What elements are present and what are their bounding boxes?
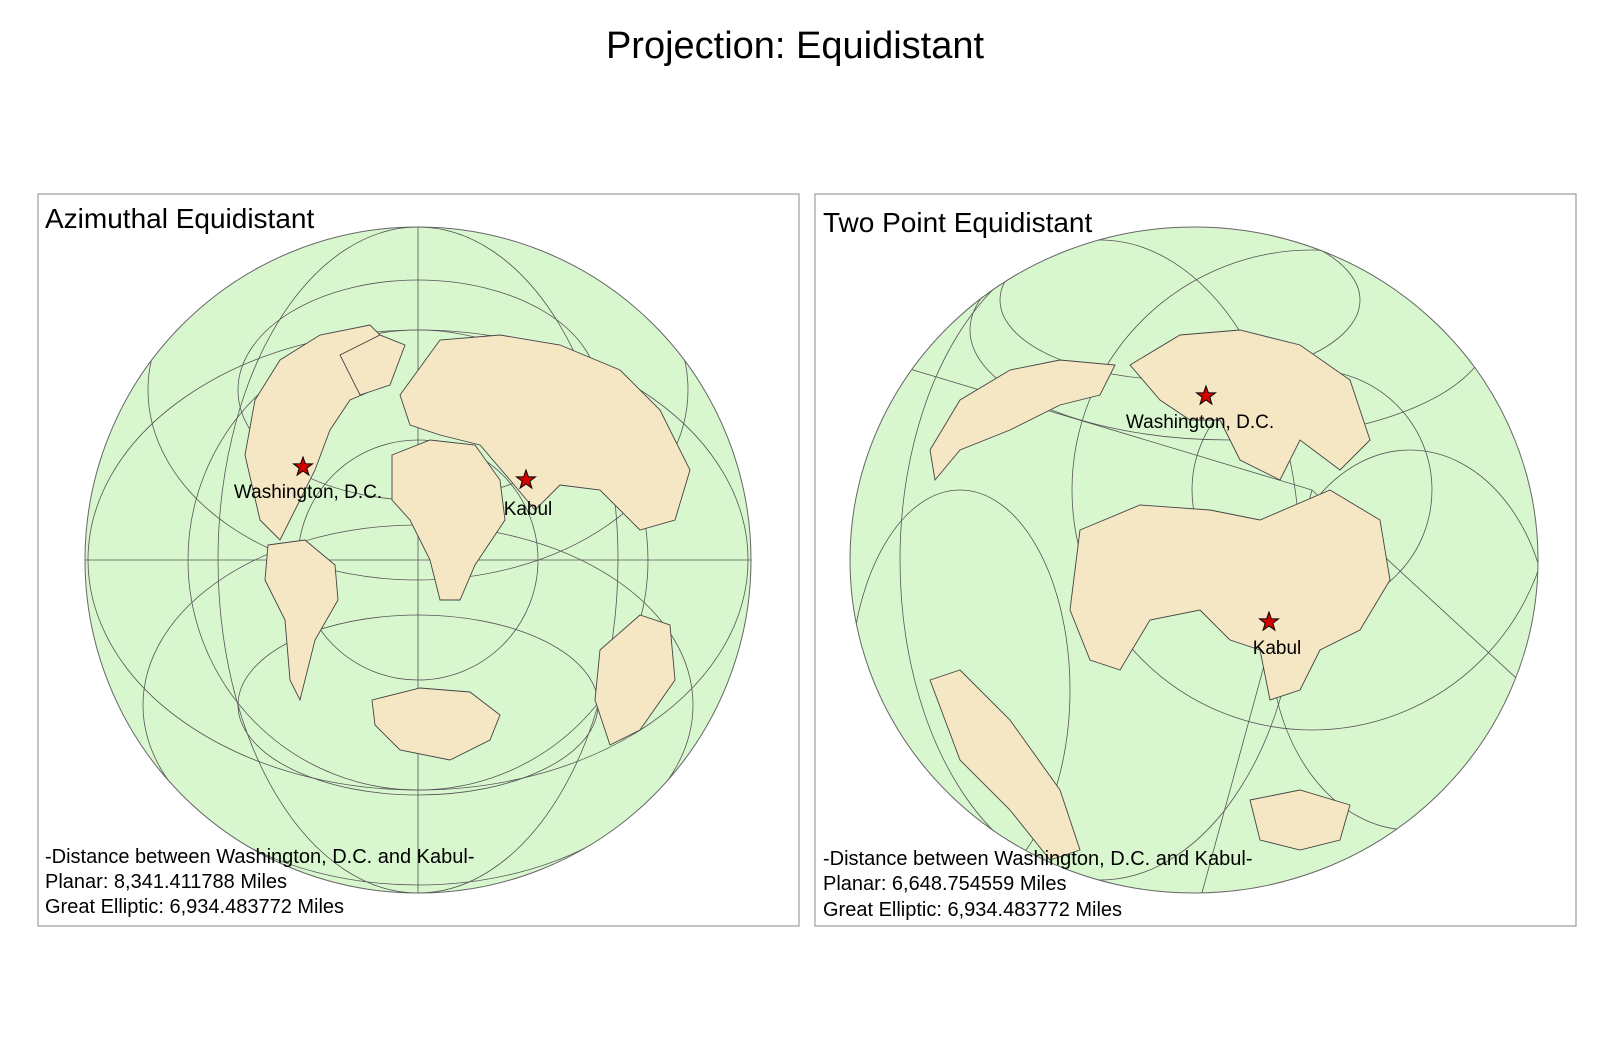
page-title: Projection: Equidistant: [606, 25, 985, 67]
panel-two-point: Washington, D.C. Kabul Two Point Equidis…: [814, 193, 1577, 927]
meridian: [879, 359, 1313, 491]
place-marker: [1258, 610, 1280, 632]
graticule-ring: [217, 227, 619, 893]
place-marker: [1195, 384, 1217, 406]
great-elliptic-distance: Great Elliptic: 6,934.483772 Miles: [45, 896, 344, 918]
planar-distance: Planar: 8,341.411788 Miles: [45, 871, 287, 893]
north-america: [1129, 329, 1371, 481]
graticule-ring: [87, 329, 749, 791]
distance-heading: -Distance between Washington, D.C. and K…: [45, 846, 474, 868]
place-label: Kabul: [1253, 638, 1302, 659]
australia: [1249, 789, 1351, 851]
place-marker: [515, 468, 537, 490]
distance-heading: -Distance between Washington, D.C. and K…: [823, 848, 1252, 870]
australia: [594, 614, 676, 746]
place-label: Kabul: [504, 499, 553, 520]
landmass: [929, 359, 1116, 482]
graticule-ring: [147, 227, 689, 581]
south-america: [264, 539, 339, 702]
antarctica: [929, 669, 1081, 861]
panel-title: Two Point Equidistant: [823, 207, 1092, 238]
panel-title: Azimuthal Equidistant: [45, 203, 314, 234]
great-elliptic-distance: Great Elliptic: 6,934.483772 Miles: [823, 899, 1122, 921]
place-label: Washington, D.C.: [234, 482, 382, 503]
panel-azimuthal: Washington, D.C. Kabul Azimuthal Equidis…: [37, 193, 800, 927]
place-label: Washington, D.C.: [1126, 412, 1274, 433]
greenland: [339, 334, 406, 396]
africa: [391, 439, 506, 601]
place-marker: [292, 455, 314, 477]
eurasia: [399, 334, 691, 531]
eurasia-africa: [1069, 489, 1391, 701]
graticule-ring: [1071, 249, 1538, 731]
planar-distance: Planar: 6,648.754559 Miles: [823, 873, 1067, 895]
antarctica: [371, 687, 501, 761]
